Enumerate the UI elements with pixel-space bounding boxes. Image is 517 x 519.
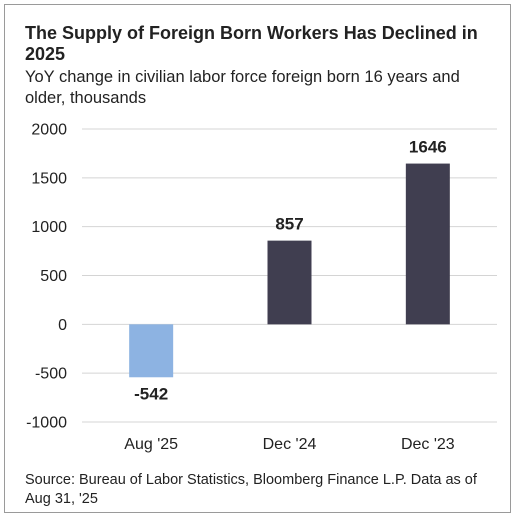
chart-source: Source: Bureau of Labor Statistics, Bloo…	[25, 472, 477, 507]
bar	[267, 240, 312, 325]
y-tick-label: 1500	[31, 170, 67, 187]
x-tick-label: Dec '24	[263, 436, 317, 453]
bar	[405, 163, 450, 325]
data-label: 857	[275, 215, 303, 234]
x-tick-label: Dec '23	[401, 436, 455, 453]
chart-subtitle: YoY change in civilian labor force forei…	[25, 68, 460, 107]
y-tick-label: 1000	[31, 219, 67, 236]
chart-title: The Supply of Foreign Born Workers Has D…	[25, 23, 478, 64]
y-tick-label: -500	[35, 366, 67, 383]
y-tick-label: 0	[58, 317, 67, 334]
y-tick-label: 2000	[31, 122, 67, 139]
data-label: 1646	[409, 138, 447, 157]
y-tick-label: -1000	[26, 415, 67, 432]
data-label: -542	[134, 384, 168, 403]
y-tick-label: 500	[40, 268, 67, 285]
x-tick-label: Aug '25	[124, 436, 178, 453]
bar	[129, 324, 174, 378]
